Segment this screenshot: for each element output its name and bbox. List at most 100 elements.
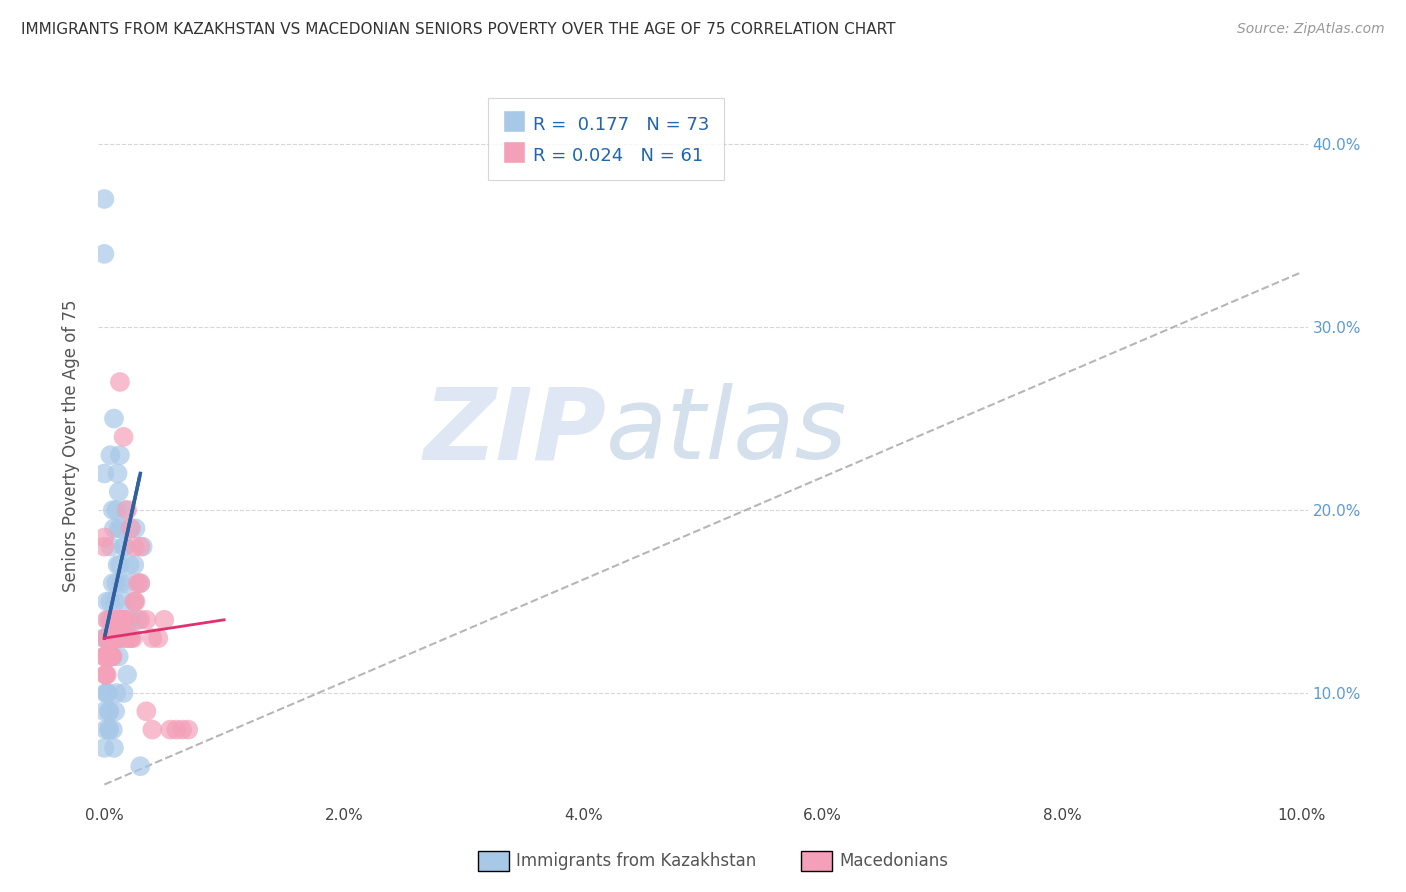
Point — [93, 631, 115, 645]
Point — [105, 613, 128, 627]
Point — [124, 521, 146, 535]
Point — [94, 686, 117, 700]
Point — [103, 740, 125, 755]
Point — [100, 649, 122, 664]
Point — [107, 467, 129, 481]
Point — [105, 631, 128, 645]
Point — [100, 613, 122, 627]
Point — [97, 649, 120, 664]
Point — [110, 576, 132, 591]
Point — [98, 649, 121, 664]
Point — [177, 723, 200, 737]
Point — [94, 667, 117, 681]
Point — [120, 631, 142, 645]
Point — [98, 723, 121, 737]
Text: Immigrants from Kazakhstan: Immigrants from Kazakhstan — [516, 852, 756, 870]
Point — [98, 704, 121, 718]
Point — [110, 613, 132, 627]
Point — [107, 484, 129, 499]
Point — [101, 631, 124, 645]
Point — [100, 649, 122, 664]
Point — [97, 631, 120, 645]
Point — [101, 723, 124, 737]
Point — [118, 558, 141, 572]
Point — [124, 594, 146, 608]
Point — [127, 576, 149, 591]
Point — [100, 631, 122, 645]
Point — [110, 521, 132, 535]
Point — [96, 686, 118, 700]
Point — [111, 613, 134, 627]
Point — [103, 631, 125, 645]
Point — [96, 649, 118, 664]
Point — [94, 667, 117, 681]
Point — [135, 704, 157, 718]
Point — [107, 558, 129, 572]
Point — [120, 631, 142, 645]
Point — [100, 448, 122, 462]
Text: Source: ZipAtlas.com: Source: ZipAtlas.com — [1237, 22, 1385, 37]
Point — [97, 613, 120, 627]
Point — [100, 594, 122, 608]
Point — [148, 631, 170, 645]
Point — [100, 649, 122, 664]
Point — [115, 576, 138, 591]
Text: IMMIGRANTS FROM KAZAKHSTAN VS MACEDONIAN SENIORS POVERTY OVER THE AGE OF 75 CORR: IMMIGRANTS FROM KAZAKHSTAN VS MACEDONIAN… — [21, 22, 896, 37]
Text: Macedonians: Macedonians — [839, 852, 949, 870]
Point — [93, 740, 115, 755]
Point — [112, 613, 135, 627]
Point — [96, 649, 118, 664]
Point — [93, 467, 115, 481]
Point — [114, 540, 136, 554]
Point — [107, 649, 129, 664]
Point — [110, 631, 132, 645]
Point — [93, 192, 115, 206]
Point — [132, 540, 155, 554]
Point — [93, 704, 115, 718]
Point — [107, 521, 129, 535]
Point — [93, 649, 115, 664]
Point — [141, 631, 163, 645]
Point — [135, 613, 157, 627]
Text: ZIP: ZIP — [423, 384, 606, 480]
Point — [93, 531, 115, 545]
Point — [124, 594, 146, 608]
Point — [100, 649, 122, 664]
Point — [103, 521, 125, 535]
Point — [104, 594, 127, 608]
Point — [127, 613, 149, 627]
Point — [93, 649, 115, 664]
Point — [105, 631, 128, 645]
Point — [159, 723, 181, 737]
Point — [100, 540, 122, 554]
Point — [97, 649, 120, 664]
Point — [108, 448, 131, 462]
Point — [94, 723, 117, 737]
Point — [100, 631, 122, 645]
Point — [98, 649, 121, 664]
Point — [101, 576, 124, 591]
Point — [117, 613, 139, 627]
Point — [112, 430, 135, 444]
Point — [98, 723, 121, 737]
Point — [103, 631, 125, 645]
Point — [107, 631, 129, 645]
Point — [112, 594, 135, 608]
Point — [97, 686, 120, 700]
Point — [115, 631, 138, 645]
Point — [124, 540, 146, 554]
Point — [129, 576, 152, 591]
Point — [115, 503, 138, 517]
Point — [129, 576, 152, 591]
Point — [122, 613, 145, 627]
Point — [112, 686, 135, 700]
Point — [105, 576, 128, 591]
Point — [165, 723, 187, 737]
Point — [94, 631, 117, 645]
Point — [111, 613, 134, 627]
Point — [100, 649, 122, 664]
Point — [100, 613, 122, 627]
Point — [98, 704, 121, 718]
Point — [153, 613, 176, 627]
Point — [100, 631, 122, 645]
